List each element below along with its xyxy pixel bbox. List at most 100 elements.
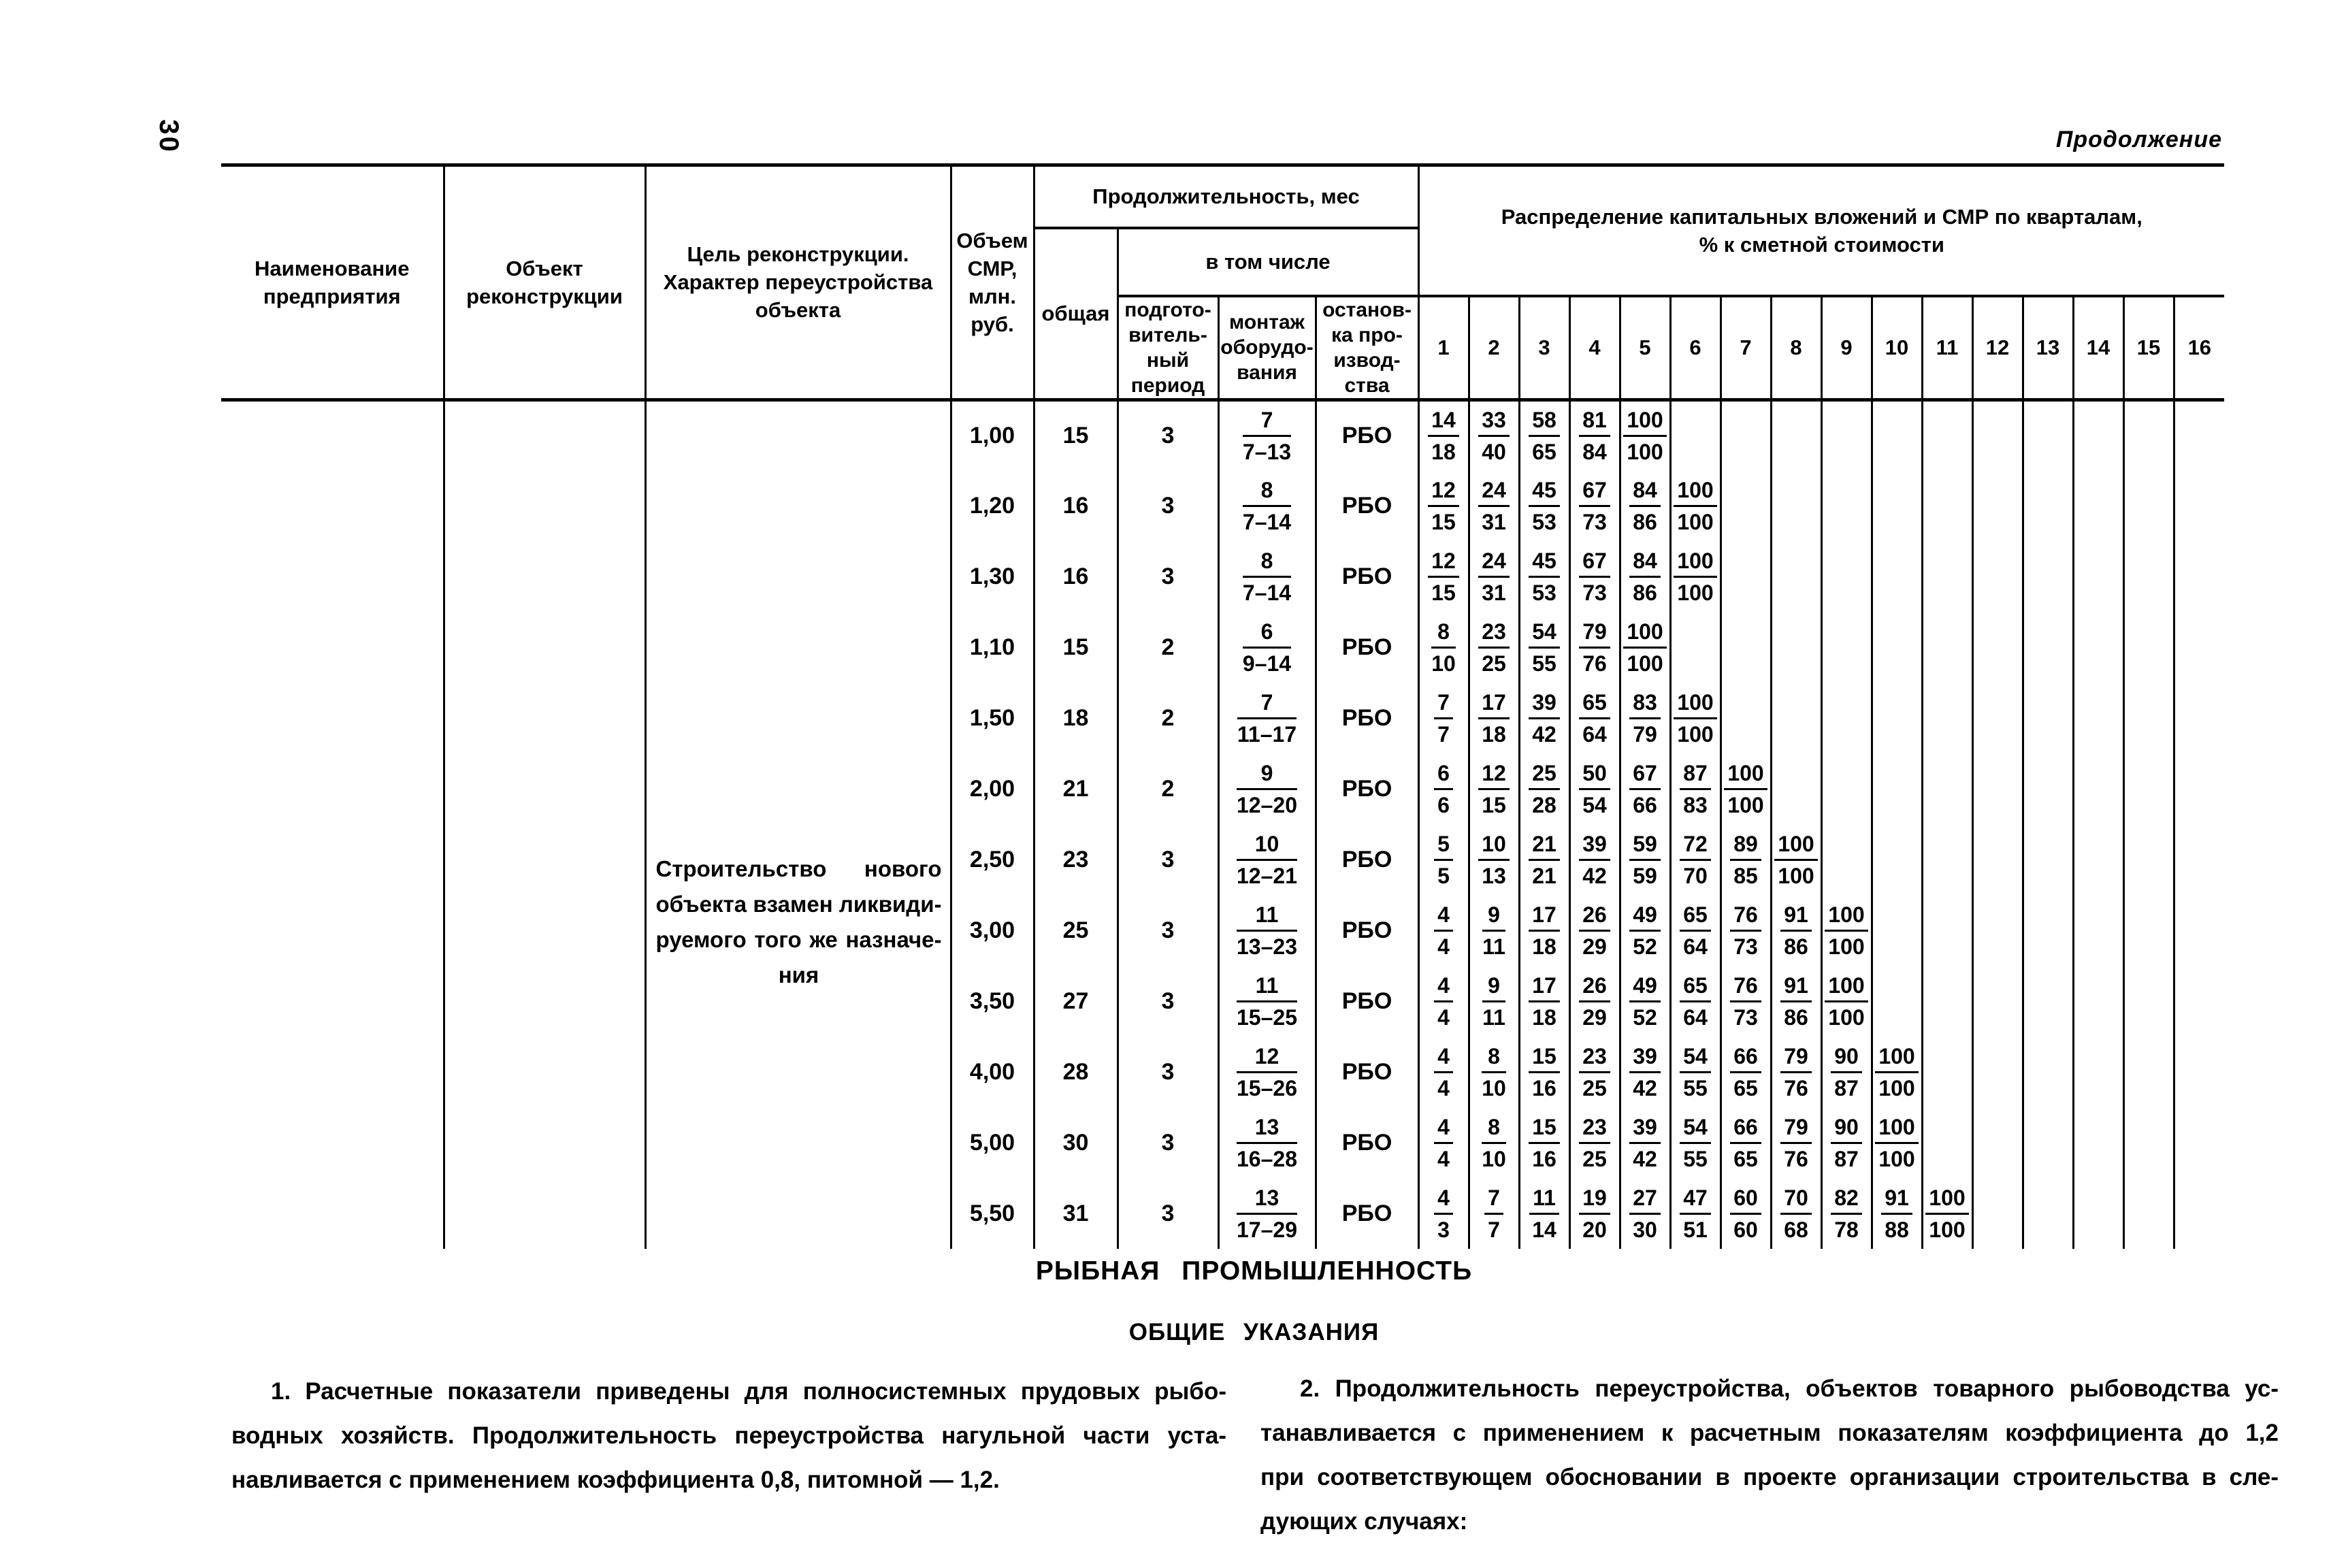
fraction: 50 54 bbox=[1579, 762, 1610, 816]
quarter-cell bbox=[2172, 470, 2225, 541]
fraction: 13 17–29 bbox=[1237, 1185, 1297, 1242]
table-row: Строительство нового объекта взамен ликви… bbox=[221, 399, 2225, 1249]
quarter-cell bbox=[2021, 753, 2074, 824]
quarter-cell: 8 10 bbox=[1417, 612, 1469, 683]
quarter-cell bbox=[1770, 753, 1822, 824]
volume-cell: 1,10 bbox=[949, 612, 1034, 683]
quarter-cell: 58 65 bbox=[1518, 399, 1570, 470]
fraction: 90 87 bbox=[1831, 1045, 1862, 1099]
fraction: 91 86 bbox=[1780, 975, 1812, 1028]
quarter-cell bbox=[2072, 541, 2124, 612]
fraction: 45 53 bbox=[1529, 550, 1560, 604]
quarter-cell bbox=[1770, 541, 1822, 612]
quarter-cell: 27 30 bbox=[1618, 1178, 1671, 1249]
quarter-cell bbox=[2172, 1107, 2225, 1178]
quarter-cell: 23 25 bbox=[1467, 612, 1520, 683]
col-header-quarter-3: 3 bbox=[1518, 295, 1570, 402]
quarter-cell: 9 11 bbox=[1467, 966, 1520, 1036]
quarter-cell: 39 42 bbox=[1518, 683, 1570, 753]
quarter-cell bbox=[2072, 612, 2124, 683]
quarter-cell: 12 15 bbox=[1417, 470, 1469, 541]
quarter-cell bbox=[1870, 541, 1923, 612]
quarter-cell: 14 18 bbox=[1417, 399, 1469, 470]
fraction: 54 55 bbox=[1529, 621, 1560, 674]
quarter-cell: 19 20 bbox=[1568, 1178, 1620, 1249]
fraction: 6 9–14 bbox=[1242, 619, 1292, 676]
quarter-cell: 100 100 bbox=[1669, 541, 1721, 612]
quarter-cell bbox=[1770, 612, 1822, 683]
fraction: 91 88 bbox=[1881, 1187, 1912, 1241]
fraction: 45 53 bbox=[1529, 479, 1560, 533]
quarter-cell bbox=[2021, 399, 2074, 470]
fraction: 67 66 bbox=[1629, 762, 1661, 816]
quarter-cell: 8 10 bbox=[1467, 1036, 1520, 1107]
quarter-cell: 33 40 bbox=[1467, 399, 1520, 470]
quarter-cell: 67 66 bbox=[1618, 753, 1671, 824]
quarter-cell bbox=[2172, 966, 2225, 1036]
fraction: 8 10 bbox=[1431, 619, 1456, 676]
quarter-cell: 82 78 bbox=[1820, 1178, 1872, 1249]
total-duration-cell: 23 bbox=[1032, 824, 1118, 895]
fraction: 76 73 bbox=[1730, 975, 1761, 1028]
table-row: 1,50 18 2 7 11–17 РБО 7 7 17 18 39 42 65 64 83 79 100 100 bbox=[221, 683, 2225, 753]
fraction: 11 14 bbox=[1529, 1187, 1559, 1241]
montage-cell: 9 12–20 bbox=[1217, 753, 1316, 824]
quarter-cell bbox=[1971, 683, 2023, 753]
fraction: 24 31 bbox=[1478, 479, 1510, 533]
production-stop-cell: РБО bbox=[1314, 824, 1419, 895]
fraction: 33 40 bbox=[1478, 409, 1510, 463]
quarter-cell bbox=[1921, 966, 1973, 1036]
quarter-cell: 23 25 bbox=[1568, 1107, 1620, 1178]
purpose-line: Строительство нового bbox=[655, 855, 942, 881]
fraction: 39 42 bbox=[1629, 1116, 1661, 1170]
total-duration-cell: 27 bbox=[1032, 966, 1118, 1036]
quarter-cell bbox=[2122, 612, 2174, 683]
fraction: 83 79 bbox=[1629, 691, 1661, 745]
object-cell bbox=[442, 399, 645, 1249]
col-header-quarter-12: 12 bbox=[1971, 295, 2023, 402]
quarter-cell: 100 100 bbox=[1921, 1178, 1973, 1249]
quarter-cell bbox=[1669, 399, 1721, 470]
fraction: 17 18 bbox=[1529, 975, 1560, 1028]
quarter-cell: 79 76 bbox=[1770, 1107, 1822, 1178]
quarter-cell: 100 100 bbox=[1618, 612, 1671, 683]
quarter-cell: 60 60 bbox=[1719, 1178, 1772, 1249]
col-header-quarter-5: 5 bbox=[1618, 295, 1671, 402]
col-header-object: Объект реконструкции bbox=[442, 165, 645, 402]
quarter-cell: 39 42 bbox=[1568, 824, 1620, 895]
quarter-cell bbox=[1971, 399, 2023, 470]
quarter-cell: 12 15 bbox=[1417, 541, 1469, 612]
quarter-cell bbox=[2021, 824, 2074, 895]
quarter-cell bbox=[2172, 541, 2225, 612]
quarter-cell: 12 15 bbox=[1467, 753, 1520, 824]
total-duration-cell: 30 bbox=[1032, 1107, 1118, 1178]
quarter-cell bbox=[2072, 1036, 2124, 1107]
quarter-cell: 83 79 bbox=[1618, 683, 1671, 753]
fraction: 12 15–26 bbox=[1237, 1043, 1297, 1100]
quarter-cell bbox=[2122, 824, 2174, 895]
fraction: 47 51 bbox=[1680, 1187, 1711, 1241]
quarter-cell bbox=[2021, 1178, 2074, 1249]
paragraph-1-line: водных хозяйств. Продолжительность переу… bbox=[231, 1422, 1226, 1449]
col-header-quarter-8: 8 bbox=[1770, 295, 1822, 402]
quarter-cell bbox=[2072, 1178, 2124, 1249]
quarter-cell bbox=[1921, 1107, 1973, 1178]
fraction: 65 64 bbox=[1680, 975, 1711, 1028]
fraction: 54 55 bbox=[1680, 1116, 1711, 1170]
fraction: 23 25 bbox=[1579, 1045, 1610, 1099]
quarter-cell bbox=[1971, 470, 2023, 541]
fraction: 24 31 bbox=[1478, 550, 1510, 604]
production-stop-cell: РБО bbox=[1314, 895, 1419, 966]
prep-period-cell: 3 bbox=[1116, 966, 1218, 1036]
col-header-quarter-2: 2 bbox=[1467, 295, 1520, 402]
quarter-cell: 67 73 bbox=[1568, 541, 1620, 612]
table-row: 1,10 15 2 6 9–14 РБО 8 10 23 25 54 55 79 76 100 100 bbox=[221, 612, 2225, 683]
quarter-cell: 39 42 bbox=[1618, 1107, 1671, 1178]
quarter-cell: 65 64 bbox=[1568, 683, 1620, 753]
